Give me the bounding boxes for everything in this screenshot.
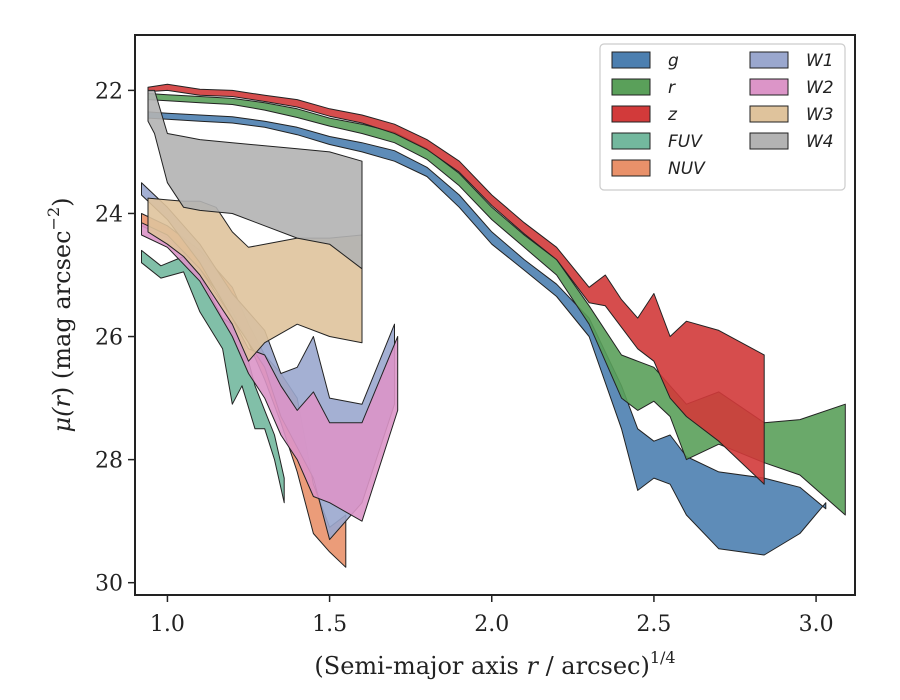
legend-swatch-fuv (611, 132, 651, 150)
y-tick-label: 26 (95, 326, 123, 351)
legend-label-w3: W3 (806, 105, 834, 125)
legend-label-nuv: NUV (668, 159, 706, 179)
x-axis-label: (Semi-major axis r / arcsec)1/4 (314, 648, 675, 680)
x-tick-label: 1.5 (312, 612, 347, 637)
x-tick-label: 3.0 (799, 612, 834, 637)
x-tick-label: 2.5 (636, 612, 671, 637)
y-tick-label: 30 (95, 572, 123, 597)
legend-label-w2: W2 (806, 78, 834, 98)
legend-swatch-nuv (611, 159, 651, 177)
y-tick-label: 22 (95, 79, 123, 104)
plot-frame (134, 34, 856, 596)
ticks-layer: 1.0 1.5 2.0 2.5 3.0 22 24 26 28 30 (95, 79, 834, 637)
legend-label-r: r (668, 78, 676, 98)
legend-swatch-z (611, 105, 651, 123)
legend-swatch-w1 (749, 51, 789, 69)
x-tick-label: 1.0 (150, 612, 185, 637)
legend-label-z: z (667, 105, 678, 125)
legend-label-g: g (668, 51, 679, 71)
series-band-w4 (147, 89, 363, 270)
legend-swatch-w3 (749, 105, 789, 123)
legend-swatch-r (611, 78, 651, 96)
legend-label-w4: W4 (806, 132, 834, 152)
x-tick-label: 2.0 (474, 612, 509, 637)
legend-swatch-w2 (749, 78, 789, 96)
legend-swatch-w4 (749, 132, 789, 150)
series-band-z (147, 83, 765, 485)
y-tick-label: 28 (95, 449, 123, 474)
legend-label-w1: W1 (806, 51, 834, 71)
series-band-g (147, 111, 827, 556)
legend: grz FUV NUV W1 W2 W3 W4 (599, 43, 846, 191)
legend-label-fuv: FUV (668, 132, 703, 152)
series-layer (141, 83, 846, 568)
y-tick-label: 24 (95, 202, 123, 227)
y-axis-label: μ(r) (mag arcsec−2) (44, 197, 76, 432)
legend-swatch-g (611, 51, 651, 69)
